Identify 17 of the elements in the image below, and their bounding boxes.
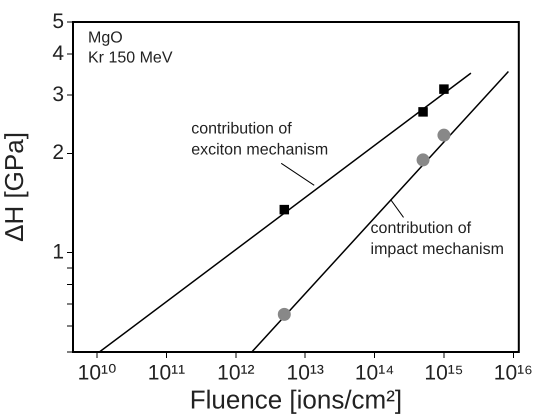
x-tick-label: 10¹¹ xyxy=(148,361,186,384)
annotation: contribution of exciton mechanism xyxy=(191,120,328,159)
y-tick-label: 1 xyxy=(52,240,64,264)
x-tick-label: 10¹⁴ xyxy=(354,361,394,384)
annotation: MgO Kr 150 MeV xyxy=(88,29,173,66)
y-tick-label: 2 xyxy=(52,141,64,164)
x-axis-title: Fluence [ions/cm²] xyxy=(190,384,402,415)
y-axis-title: ΔH [GPa] xyxy=(0,132,29,242)
x-tick-label: 10¹³ xyxy=(286,361,324,384)
x-tick-label: 10¹² xyxy=(217,361,254,384)
x-tick-label: 10¹⁵ xyxy=(424,361,464,384)
y-tick-label: 5 xyxy=(52,10,64,33)
x-tick-label: 10¹⁰ xyxy=(78,361,116,384)
x-tick-label: 10¹⁶ xyxy=(494,361,533,384)
y-tick-label: 4 xyxy=(52,42,64,65)
annotation: contribution of impact mechanism xyxy=(370,220,504,258)
y-tick-label: 3 xyxy=(52,83,64,106)
